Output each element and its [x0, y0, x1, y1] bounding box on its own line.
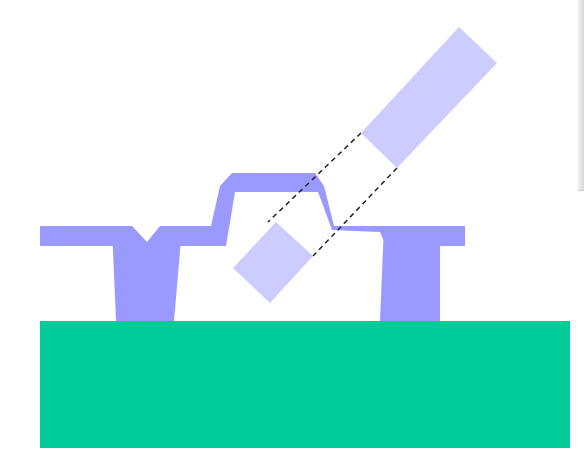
guide-line-right: [312, 167, 398, 257]
substrate-block: [40, 321, 570, 448]
left-pillar: [112, 228, 182, 321]
right-pillar: [380, 226, 440, 321]
bumped-layer: [40, 173, 465, 246]
guide-line-left: [267, 132, 362, 223]
tool-upper-segment: [361, 27, 497, 168]
window-edge: [578, 0, 584, 191]
tool-lower-segment: [233, 222, 313, 303]
dashed-guide-lines: [267, 132, 398, 257]
